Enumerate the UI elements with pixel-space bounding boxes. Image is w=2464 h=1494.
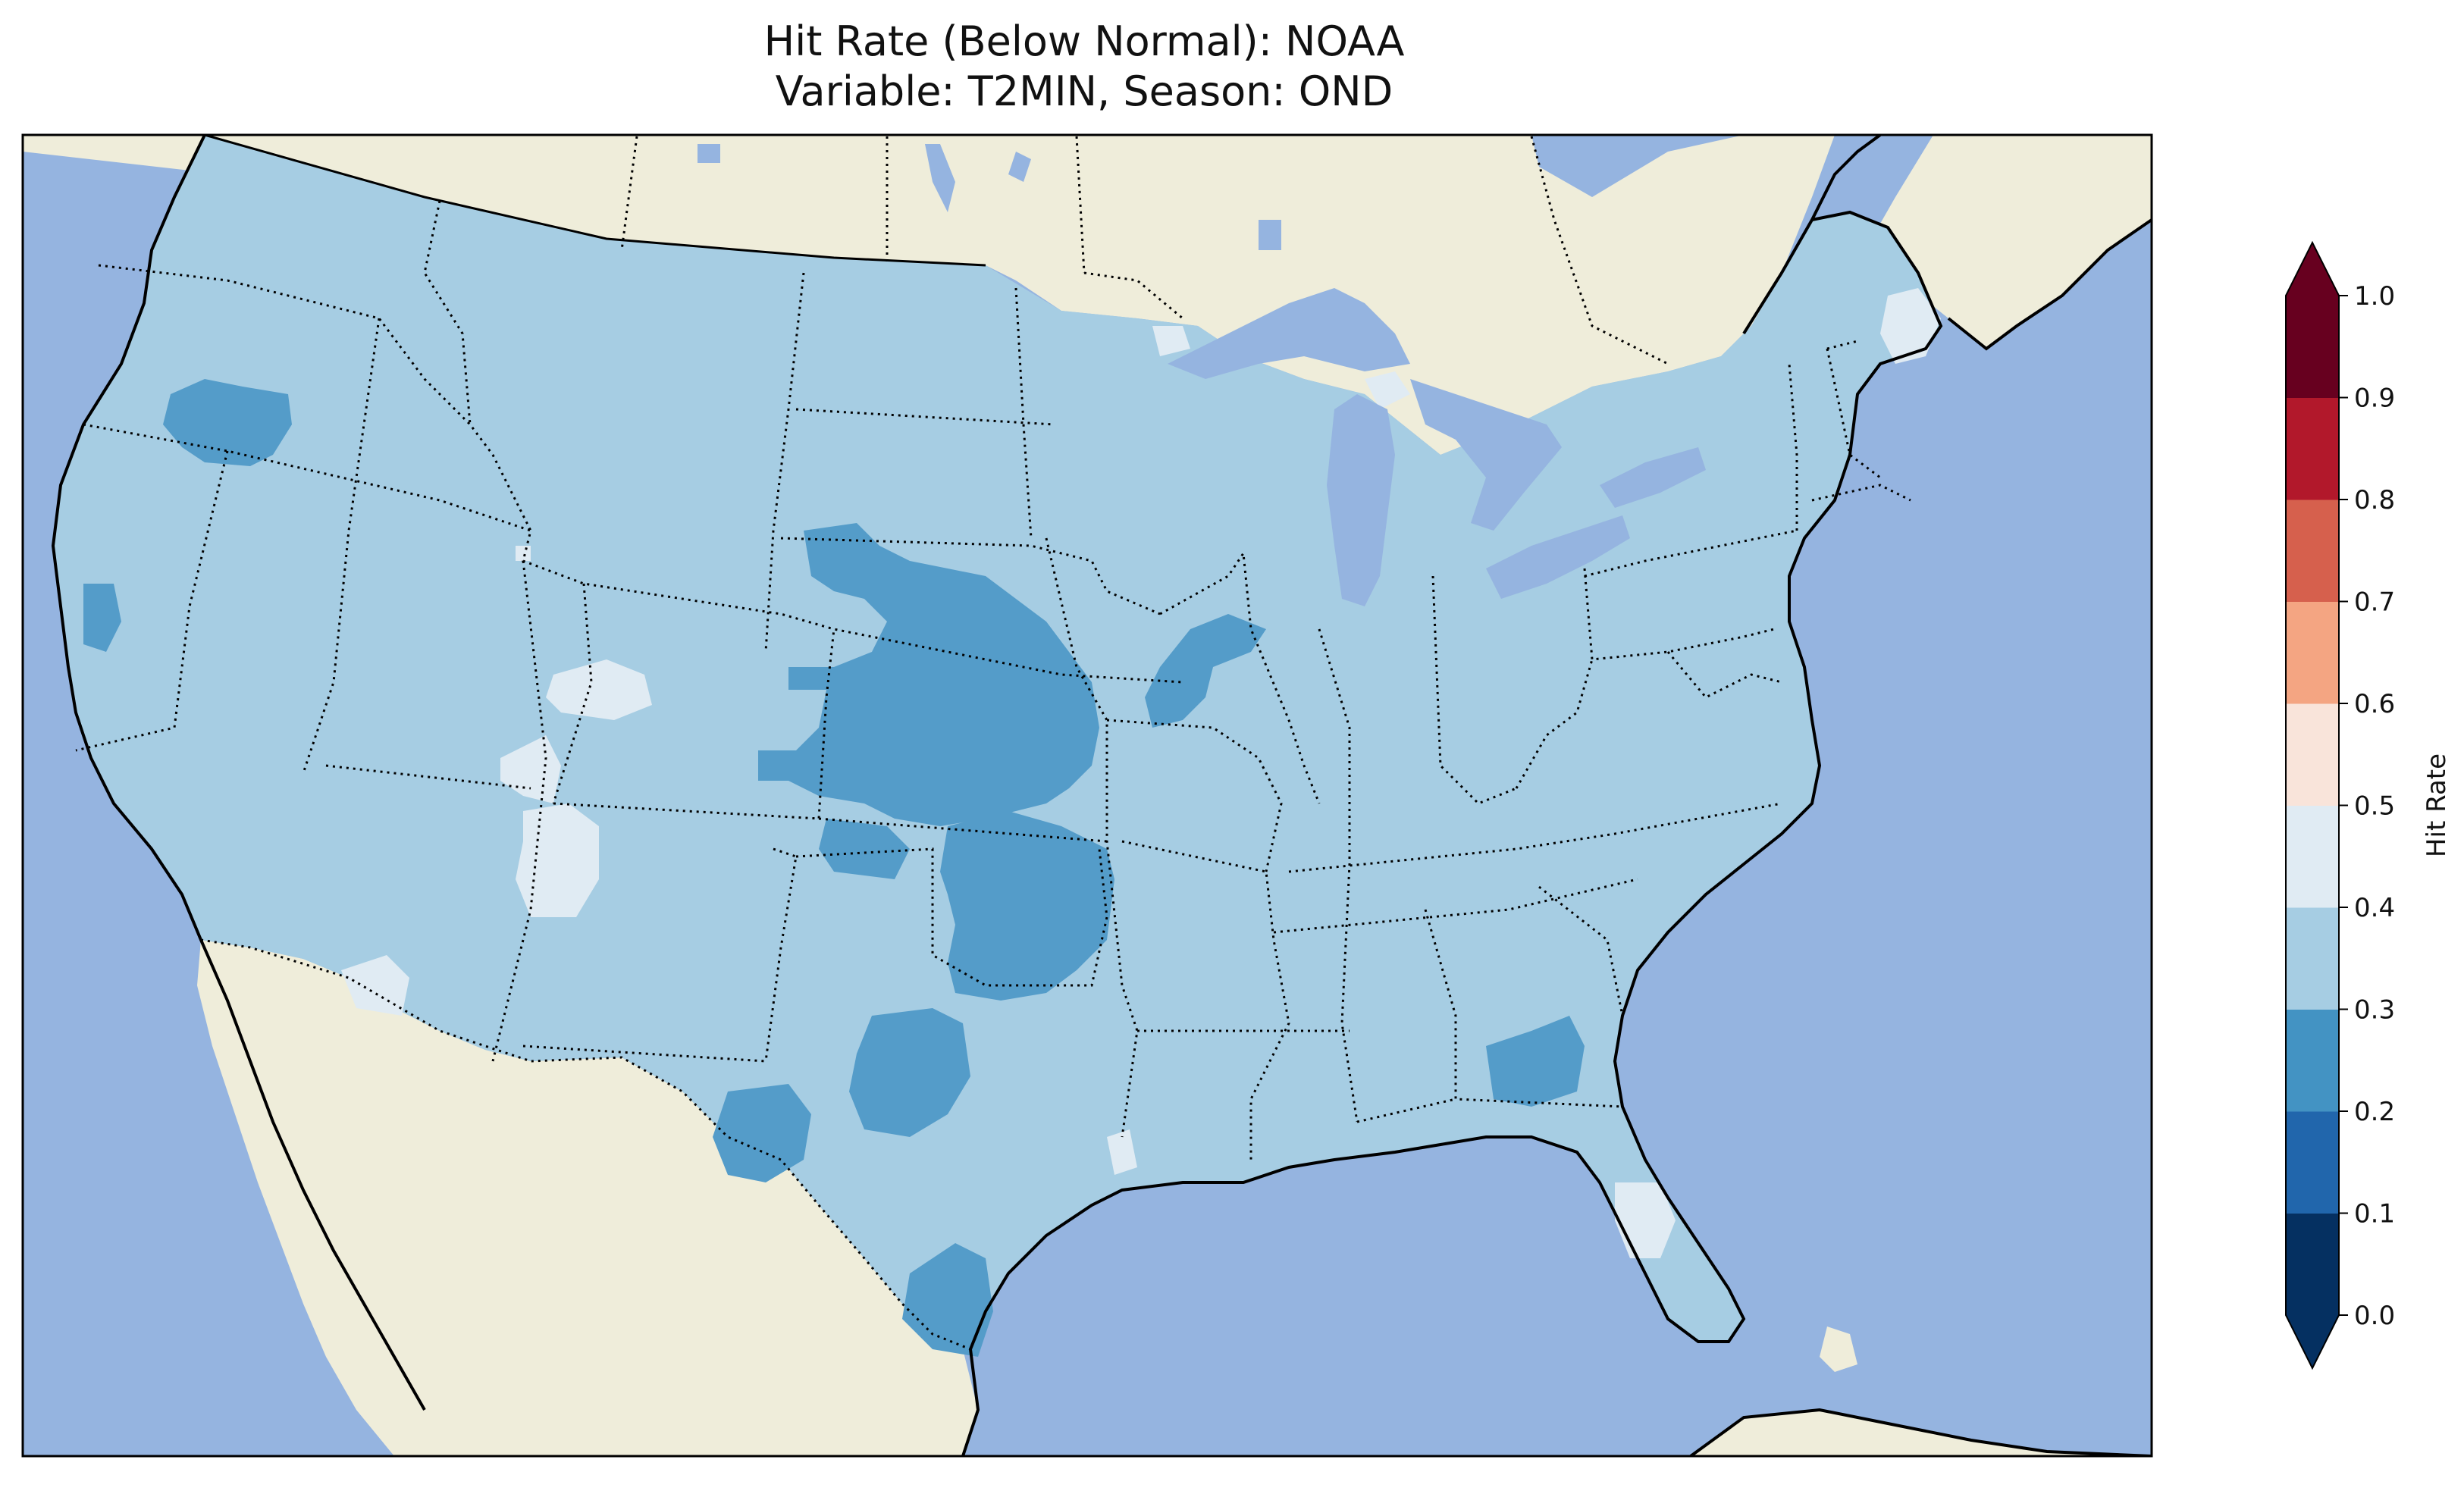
land-cuba xyxy=(1691,1410,2152,1456)
land-mexico xyxy=(201,940,978,1456)
colorbar-tick-label: 0.3 xyxy=(2354,995,2395,1026)
land-bahamas xyxy=(1820,1326,1857,1372)
colorbar-tick-label: 0.1 xyxy=(2354,1199,2395,1229)
colorbar-bin xyxy=(2286,703,2339,806)
hit-rate-0.2-0.3-regions xyxy=(83,379,1585,1357)
colorbar-bin xyxy=(2286,805,2339,908)
colorbar-tick-label: 0.8 xyxy=(2354,485,2395,515)
state-borders xyxy=(75,136,1911,1160)
colorbar-tick-label: 0.0 xyxy=(2354,1301,2395,1331)
great-lakes xyxy=(698,144,1706,606)
colorbar-label: Hit Rate xyxy=(2422,753,2452,857)
colorbar-tick-label: 0.9 xyxy=(2354,384,2395,414)
colorbar-bin xyxy=(2286,601,2339,704)
map-frame xyxy=(21,133,2153,1458)
map-title: Hit Rate (Below Normal): NOAA Variable: … xyxy=(23,17,2146,117)
colorbar-tick-label: 1.0 xyxy=(2354,281,2395,312)
coastline xyxy=(51,135,426,1411)
land-maritimes xyxy=(1865,135,2152,349)
title-line-2: Variable: T2MIN, Season: OND xyxy=(775,67,1393,115)
colorbar: 0.0 0.1 0.2 0.3 0.4 0.5 0.6 0.7 0.8 0.9 1.0 Hit Rat… xyxy=(2285,240,2452,1370)
colorbar-tick-label: 0.4 xyxy=(2354,893,2395,923)
colorbar-bin xyxy=(2286,1213,2339,1316)
colorbar-bin xyxy=(2286,1111,2339,1214)
colorbar-tick-label: 0.6 xyxy=(2354,689,2395,719)
map-area xyxy=(23,135,2152,1456)
colorbar-bin xyxy=(2286,1009,2339,1112)
title-line-1: Hit Rate (Below Normal): NOAA xyxy=(763,17,1405,65)
colorbar-tick-label: 0.5 xyxy=(2354,791,2395,822)
colorbar-extend-max xyxy=(2286,243,2339,296)
colorbar-bin xyxy=(2286,500,2339,602)
colorbar-tick-label: 0.7 xyxy=(2354,587,2395,618)
land-baja xyxy=(197,940,425,1456)
colorbar-bin xyxy=(2286,907,2339,1010)
colorbar-tick-label: 0.2 xyxy=(2354,1097,2395,1127)
colorbar-extend-min xyxy=(2286,1315,2339,1368)
colorbar-bin xyxy=(2286,397,2339,500)
colorbar-bin xyxy=(2286,296,2339,398)
hit-rate-0.4-0.5-regions xyxy=(341,288,1941,1258)
